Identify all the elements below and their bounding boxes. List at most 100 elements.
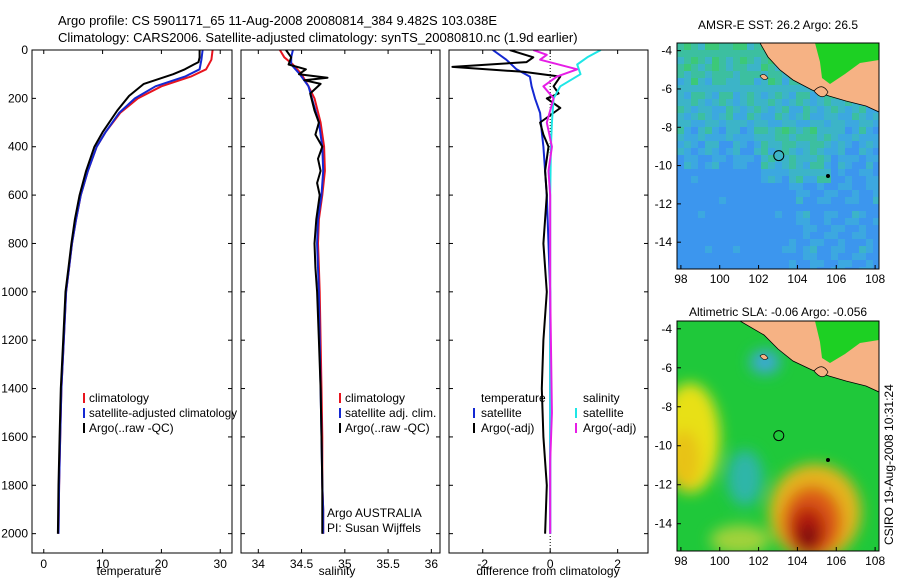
sst-cell <box>817 169 824 176</box>
sst-cell <box>712 211 719 218</box>
sst-cell <box>712 57 719 64</box>
sst-cell <box>761 162 768 169</box>
sst-cell <box>810 120 817 127</box>
sst-cell <box>845 113 852 120</box>
sst-cell <box>691 239 698 246</box>
sst-cell <box>740 155 747 162</box>
sst-cell <box>859 120 866 127</box>
sst-cell <box>845 211 852 218</box>
sst-cell <box>754 218 761 225</box>
sst-cell <box>761 169 768 176</box>
sst-cell <box>747 148 754 155</box>
sst-cell <box>845 267 852 269</box>
sst-cell <box>691 78 698 85</box>
sst-cell <box>817 148 824 155</box>
y-tick-label: 400 <box>8 140 28 154</box>
sst-cell <box>796 239 803 246</box>
sla-map-panel: Altimetric SLA: -0.06 Argo: -0.056 <box>655 305 886 568</box>
temperature-axes: 0 10 20 30 0 200 400 600 800 1000 1200 1400 1600 1800… <box>1 43 232 571</box>
sst-cell <box>712 260 719 267</box>
sst-cell <box>796 162 803 169</box>
sst-cell <box>873 148 879 155</box>
sst-cell <box>761 253 768 260</box>
sst-cell <box>859 148 866 155</box>
sst-cell <box>698 134 705 141</box>
sst-cell <box>705 71 712 78</box>
sst-cell <box>712 246 719 253</box>
sst-cell <box>824 190 831 197</box>
sst-cell <box>866 260 873 267</box>
sst-cell <box>866 134 873 141</box>
sst-cell <box>775 99 782 106</box>
sst-cell <box>747 253 754 260</box>
salinity-legend-argo-label: Argo(..raw -QC) <box>345 421 430 435</box>
sst-cell <box>838 106 845 113</box>
sst-cell <box>845 232 852 239</box>
sst-cell <box>810 99 817 106</box>
sst-cell <box>712 50 719 57</box>
temperature-series-climatology <box>57 50 214 534</box>
sst-cell <box>740 162 747 169</box>
sst-cell <box>803 190 810 197</box>
sst-cell <box>691 71 698 78</box>
sst-cell <box>838 239 845 246</box>
sst-cell <box>754 50 761 57</box>
salinity-panel: 34 34.5 35 35.5 36 salinity climatology sate… <box>240 49 441 578</box>
sst-cell <box>775 176 782 183</box>
x-tick-label: 0 <box>40 557 47 571</box>
sst-cell <box>859 246 866 253</box>
temperature-panel: 0 10 20 30 0 200 400 600 800 1000 1200 1400 1600 1800… <box>1 43 237 578</box>
sst-cell <box>859 176 866 183</box>
sst-cell <box>768 183 775 190</box>
sst-cell <box>698 225 705 232</box>
sst-cell <box>803 211 810 218</box>
sst-cell <box>684 204 691 211</box>
sst-cell <box>845 148 852 155</box>
sst-cell <box>747 50 754 57</box>
sst-cell <box>866 155 873 162</box>
sst-cell <box>782 85 789 92</box>
sst-cell <box>824 246 831 253</box>
sla-map-land <box>739 321 879 462</box>
sst-cell <box>775 239 782 246</box>
sst-cell <box>810 232 817 239</box>
diff-legend-temperature-title: temperature <box>481 391 546 405</box>
sst-cell <box>852 148 859 155</box>
sst-cell <box>747 239 754 246</box>
sst-cell <box>698 85 705 92</box>
sst-cell <box>733 225 740 232</box>
sst-cell <box>831 204 838 211</box>
sst-cell <box>859 197 866 204</box>
sst-cell <box>691 246 698 253</box>
sst-cell <box>873 260 879 267</box>
sst-cell <box>782 106 789 113</box>
sst-cell <box>677 106 684 113</box>
sst-cell <box>768 85 775 92</box>
sst-cell <box>817 239 824 246</box>
sst-cell <box>761 246 768 253</box>
sst-cell <box>712 120 719 127</box>
sst-cell <box>761 141 768 148</box>
difference-panel: -2 0 2 difference from climatology tempera… <box>448 49 649 578</box>
sst-cell <box>740 183 747 190</box>
sst-cell <box>754 267 761 269</box>
sst-cell <box>726 113 733 120</box>
sst-cell <box>845 246 852 253</box>
sst-cell <box>747 267 754 269</box>
sst-cell <box>803 218 810 225</box>
sst-cell <box>698 204 705 211</box>
sst-cell <box>775 113 782 120</box>
sst-cell <box>726 211 733 218</box>
sst-cell <box>684 225 691 232</box>
legend-argo-label: Argo(..raw -QC) <box>89 421 174 435</box>
sst-cell <box>873 176 879 183</box>
salinity-legend-climatology-label: climatology <box>345 391 405 405</box>
sst-cell <box>677 134 684 141</box>
sst-cell <box>775 267 782 269</box>
sst-cell <box>852 162 859 169</box>
sst-cell <box>831 106 838 113</box>
sst-cell <box>705 267 712 269</box>
sst-cell <box>733 253 740 260</box>
sst-cell <box>824 134 831 141</box>
pi-label: PI: Susan Wijffels <box>327 521 421 535</box>
